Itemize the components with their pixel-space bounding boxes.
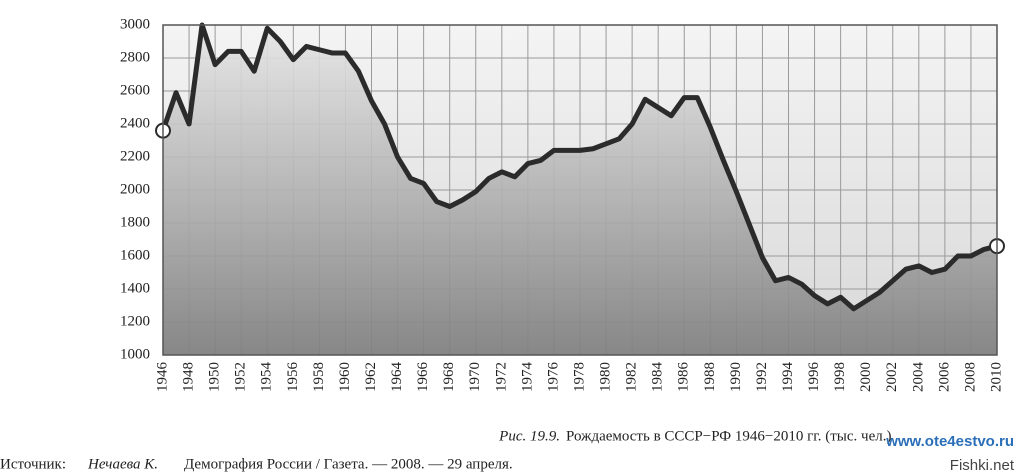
x-tick-label: 1988 [702, 362, 718, 392]
x-tick-label: 1986 [676, 362, 692, 393]
x-tick-label: 1972 [493, 362, 509, 392]
plot-frame [162, 24, 998, 356]
caption-label: Рис. 19.9. [498, 428, 560, 444]
x-tick-label: 1952 [233, 362, 249, 392]
x-tick-label: 1956 [285, 362, 301, 393]
x-tick-label: 1990 [728, 362, 744, 392]
x-tick-label: 1962 [363, 362, 379, 392]
x-tick-label: 2002 [884, 362, 900, 392]
x-tick-label: 2004 [910, 362, 926, 393]
line [160, 22, 998, 312]
x-tick-label: 1984 [650, 362, 666, 393]
y-tick-label: 1800 [120, 214, 150, 230]
x-tick-label: 2008 [962, 362, 978, 392]
y-tick-label: 1200 [120, 313, 150, 329]
x-tick-label: 2006 [936, 362, 952, 393]
source-label: Источник: [0, 456, 66, 472]
x-tick-label: 1950 [207, 362, 223, 392]
x-tick-label: 1968 [441, 362, 457, 392]
x-tick-label: 1980 [598, 362, 614, 392]
y-tick-label: 2000 [120, 181, 150, 197]
x-tick-label: 1992 [754, 362, 770, 392]
source-author: Нечаева К. [87, 456, 158, 472]
x-tick-label: 1964 [389, 362, 405, 393]
x-tick-label: 1946 [154, 362, 170, 393]
area-fill [163, 25, 997, 355]
x-tick-label: 1958 [311, 362, 327, 392]
y-tick-label: 2600 [120, 82, 150, 98]
y-tick-label: 3000 [120, 16, 150, 32]
caption: Рождаемость в СССР−РФ 1946−2010 гг. (тыс… [566, 428, 891, 444]
y-tick-label: 2400 [120, 115, 150, 131]
x-tick-label: 1960 [337, 362, 353, 392]
x-tick-label: 1966 [415, 362, 431, 393]
x-tick-label: 1970 [467, 362, 483, 392]
y-tick-label: 1400 [120, 280, 150, 296]
x-tick-label: 1996 [806, 362, 822, 393]
y-tick-label: 1000 [120, 346, 150, 362]
watermark: www.ote4estvo.ru [885, 433, 1014, 450]
y-tick-label: 2200 [120, 148, 150, 164]
x-tick-label: 1994 [780, 362, 796, 393]
x-tick-label: 1954 [259, 362, 275, 393]
x-tick-label: 1948 [181, 362, 197, 392]
x-tick-label: 1974 [519, 362, 535, 393]
y-tick-label: 2800 [120, 49, 150, 65]
watermark: Fishki.net [950, 457, 1015, 474]
x-tick-label: 1978 [571, 362, 587, 392]
y-tick-label: 1600 [120, 247, 150, 263]
x-tick-label: 1976 [545, 362, 561, 393]
x-tick-label: 2000 [858, 362, 874, 392]
source-text: Демография России / Газета. — 2008. — 29… [184, 456, 513, 472]
x-tick-label: 1982 [624, 362, 640, 392]
x-tick-label: 1998 [832, 362, 848, 392]
x-tick-label: 2010 [988, 362, 1004, 392]
